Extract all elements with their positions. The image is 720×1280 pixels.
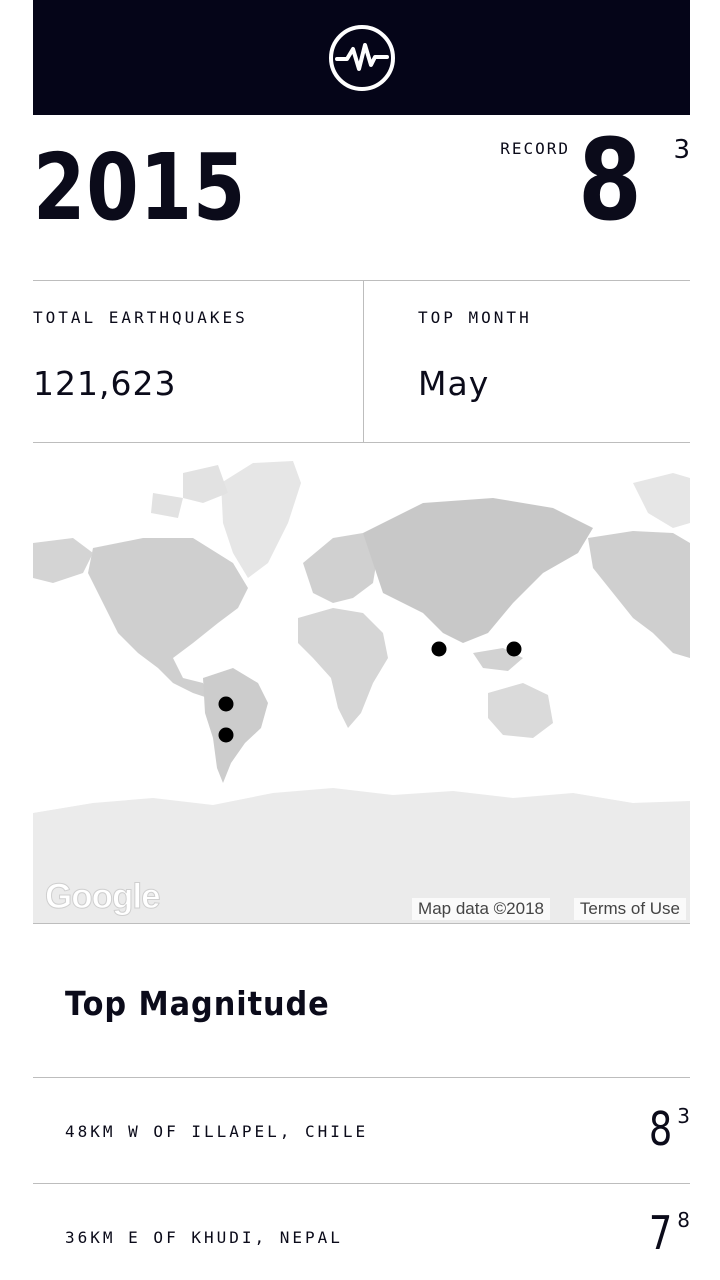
land-asia [363,498,593,643]
quake-marker-chile-north[interactable] [218,696,234,712]
map-data-attribution: Map data ©2018 [412,898,550,920]
total-earthquakes-stat: TOTAL EARTHQUAKES 121,623 [33,280,364,442]
top-magnitude-header: Top Magnitude [33,924,690,1078]
google-logo[interactable]: Google [45,877,162,917]
quake-magnitude-decimal: 3 [677,1104,690,1128]
map-canvas [33,443,690,923]
quake-magnitude: 7 [648,1206,672,1260]
top-month-stat: TOP MONTH May [364,280,690,442]
land-north-america [88,538,248,698]
land-greenland-wrap [633,473,690,528]
top-month-label: TOP MONTH [418,308,532,327]
top-month-value: May [418,364,490,403]
land-australia [488,683,553,738]
land-arctic-islands [151,465,228,518]
year-title: 2015 [33,134,247,241]
quake-magnitude-decimal: 8 [677,1208,690,1232]
quake-list-item[interactable]: 36KM E OF KHUDI, NEPAL 7 8 [33,1184,690,1280]
land-greenland [221,461,301,578]
land-europe [303,533,378,603]
app-header [33,0,690,115]
land-north-america-wrap [588,531,690,658]
total-earthquakes-value: 121,623 [33,364,177,403]
top-magnitude-title: Top Magnitude [65,984,330,1023]
total-earthquakes-label: TOTAL EARTHQUAKES [33,308,248,327]
quake-marker-japan[interactable] [506,641,522,657]
quake-list-item[interactable]: 48KM W OF ILLAPEL, CHILE 8 3 [33,1078,690,1184]
world-map[interactable]: Google Map data ©2018 Terms of Use [33,443,690,924]
stats-row: TOTAL EARTHQUAKES 121,623 TOP MONTH May [33,280,690,443]
quake-place: 48KM W OF ILLAPEL, CHILE [65,1122,369,1141]
terms-of-use-link[interactable]: Terms of Use [573,898,686,920]
page: 2015 RECORD 8 3 TOTAL EARTHQUAKES 121,62… [33,0,690,1280]
land-alaska [33,538,93,583]
record-label: RECORD [500,139,570,158]
seismograph-icon[interactable] [327,23,397,93]
record-magnitude: 8 [578,116,642,246]
quake-marker-nepal[interactable] [431,641,447,657]
year-summary: 2015 RECORD 8 3 [33,115,690,281]
record-magnitude-decimal: 3 [673,135,690,165]
quake-place: 36KM E OF KHUDI, NEPAL [65,1228,343,1247]
land-antarctica [33,788,690,923]
quake-magnitude: 8 [648,1102,672,1156]
land-africa [298,608,388,728]
land-south-america [203,668,268,783]
quake-marker-chile-illapel[interactable] [218,727,234,743]
